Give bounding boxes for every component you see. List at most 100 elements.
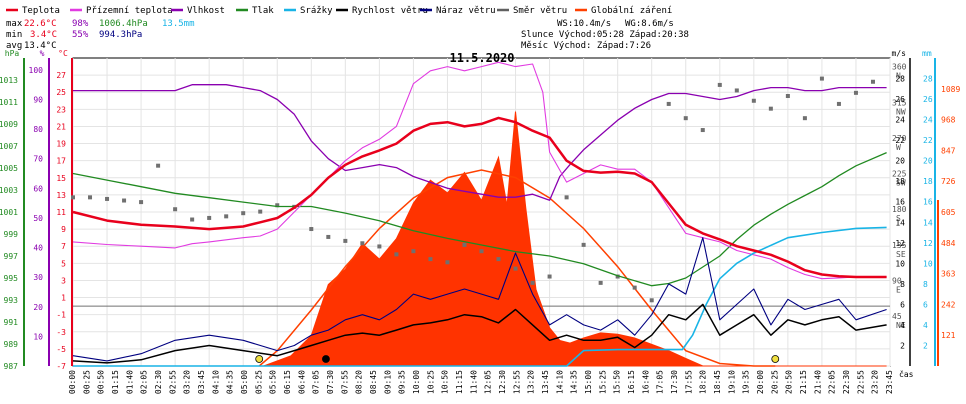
tick-label-wind-dir: 270 [892,134,907,143]
tick-label-celsius: -3 [56,328,66,337]
tick-label-celsius: 5 [61,259,66,268]
tick-label-time: 20:50 [785,370,794,394]
legend: Teplota Přízemní teplota Vlhkost Tlak Srážky… [6,6,672,16]
tick-label-time: 12:05 [484,370,493,394]
wind-direction-point [632,285,637,290]
tick-label-time: 09:35 [398,370,407,394]
tick-label-mm: 20 [923,157,933,166]
tick-label-celsius: 15 [56,174,66,183]
stats-max-label: max [6,19,23,29]
stats-min-hum: 55% [72,30,89,40]
tick-label-mm: 22 [923,136,933,145]
tick-label-percent: 100 [29,66,44,75]
tick-label-percent: 40 [33,244,43,253]
tick-label-wind-dir: 90 [892,276,902,285]
tick-label-time: 21:40 [813,370,822,394]
axis-title-celsius: °C [58,49,68,58]
legend-label: Rychlost větru [352,6,428,16]
tick-label-percent: 90 [33,95,43,104]
tick-label-celsius: 13 [56,191,66,200]
tick-label-time: 00:25 [82,370,91,394]
tick-label-ms: 14 [895,218,905,227]
wind-direction-point [870,79,875,84]
tick-label-wind-dir-compass: SE [896,250,906,259]
wind-direction-point [326,234,331,239]
tick-label-time: 20:00 [756,370,765,394]
stats-max-hum: 98% [72,19,89,29]
humidity-line [73,84,887,201]
tick-label-wm2: 484 [941,239,956,248]
tick-label-time: 02:05 [140,370,149,394]
tick-label-mm: 16 [923,198,933,207]
wind-direction-point [751,98,756,103]
tick-label-celsius: 17 [56,157,66,166]
wind-direction-point [513,266,518,271]
stats-avg-temp: 13.4°C [24,41,57,51]
tick-label-wm2: 968 [941,116,956,125]
tick-label-mm: 26 [923,95,933,104]
tick-label-time: 21:15 [799,370,808,394]
stats-max-temp: 22.6°C [24,19,57,29]
tick-label-wind-dir-compass: NW [896,107,906,116]
tick-label-ms: 22 [895,136,905,145]
wind-direction-point [224,214,229,219]
tick-label-wind-dir: 315 [892,98,907,107]
tick-label-time: 23:45 [885,370,894,394]
tick-label-time: 01:15 [111,370,120,394]
wind-direction-point [207,215,212,220]
wind-direction-point [802,116,807,121]
tick-label-time: 01:40 [125,370,134,394]
wind-direction-point [139,200,144,205]
wind-direction-point [564,195,569,200]
wind-direction-point [71,195,75,200]
wind-direction-point [190,217,195,222]
series-layer [71,61,887,367]
legend-label: Vlhkost [187,6,225,16]
tick-label-hpa: 993 [4,296,19,305]
tick-label-time: 11:15 [455,370,464,394]
wind-direction-point [173,207,178,212]
tick-label-time: 10:50 [441,370,450,394]
tick-label-mm: 6 [923,300,928,309]
tick-label-hpa: 987 [4,362,19,371]
sunrise-marker [255,355,264,363]
wind-direction-point [377,244,382,249]
wind-direction-point [530,280,535,285]
stats-avg-label: avg [6,41,22,51]
tick-label-celsius: 23 [56,105,66,114]
wind-direction-point [785,94,790,99]
tick-label-wind-dir: 135 [892,241,907,250]
tick-label-hpa: 1001 [0,208,18,217]
tick-label-time: 06:40 [297,370,306,394]
tick-label-celsius: 25 [56,88,66,97]
tick-label-time: 13:45 [541,370,550,394]
stats-max-press: 1006.4hPa [99,19,148,29]
axis-title-mm: mm [922,49,932,58]
tick-label-hpa: 1005 [0,164,18,173]
tick-label-time: 20:25 [770,370,779,394]
tick-label-time: 05:25 [254,370,263,394]
axis-title-percent: % [40,49,45,58]
tick-label-mm: 4 [923,321,928,330]
stats-min-press: 994.3hPa [99,30,142,40]
tick-label-time: 16:15 [627,370,636,394]
wind-direction-point [411,249,416,254]
wind-direction-point [853,90,858,95]
wind-direction-point [598,280,603,285]
wind-direction-point [105,196,110,201]
tick-label-ms: 16 [895,198,905,207]
tick-label-time: 02:55 [168,370,177,394]
legend-label: Náraz větru [436,6,496,16]
tick-label-celsius: -1 [56,311,66,320]
tick-label-time: 10:25 [426,370,435,394]
tick-label-time: 16:40 [641,370,650,394]
tick-label-hpa: 995 [4,274,19,283]
tick-label-time: 19:35 [742,370,751,394]
tick-label-ms: 20 [895,157,905,166]
tick-label-wind-dir-compass: E [896,285,901,294]
tick-label-mm: 8 [923,280,928,289]
tick-label-time: 15:25 [598,370,607,394]
tick-label-time: 17:30 [670,370,679,394]
wind-direction-point [445,260,450,265]
tick-label-wind-dir-compass: NE [896,321,906,330]
